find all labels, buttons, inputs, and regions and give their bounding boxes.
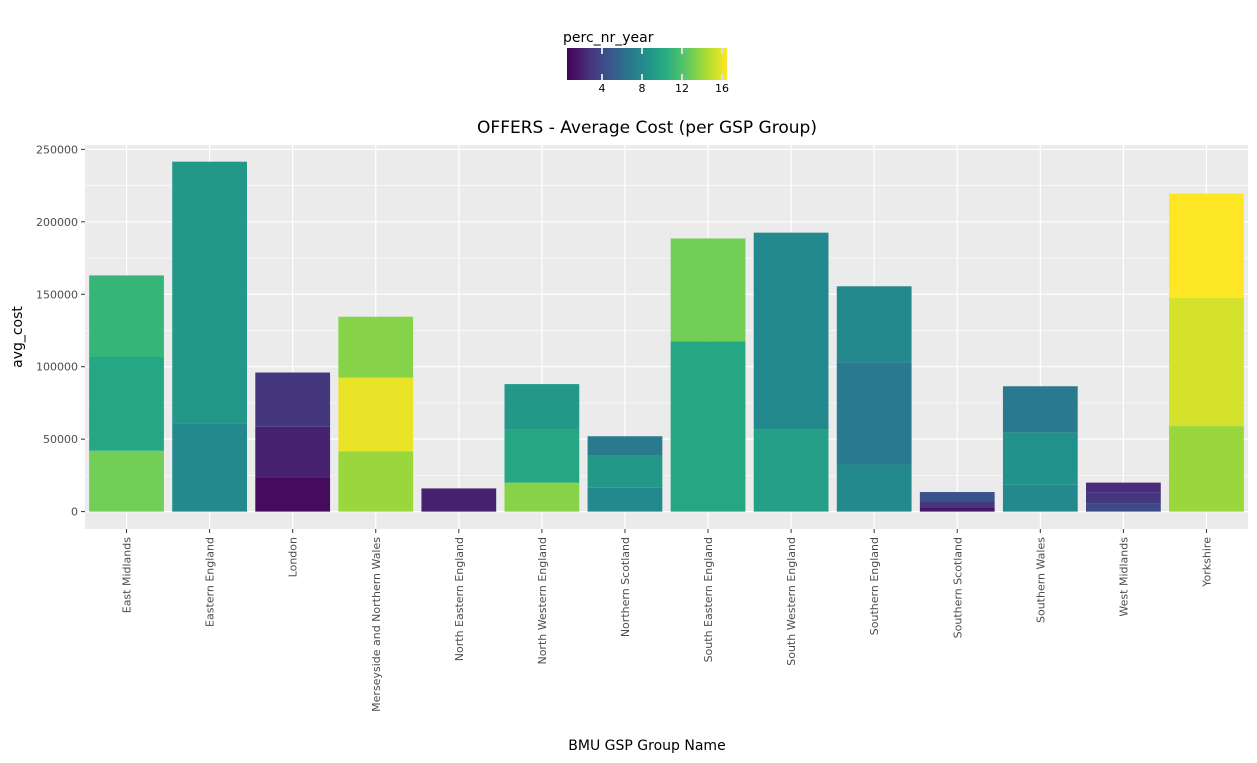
x-tick-label: Southern Scotland (951, 537, 964, 638)
bar-segment (1169, 297, 1244, 427)
x-tick-label: Eastern England (204, 537, 217, 627)
bar-segment (89, 356, 164, 451)
legend-title: perc_nr_year (563, 30, 654, 46)
bar-segment (1086, 503, 1161, 512)
bar-segment (89, 450, 164, 512)
x-tick-label: Southern Wales (1034, 537, 1047, 623)
bar-segment (1002, 386, 1078, 433)
bar-segment (1086, 492, 1161, 504)
bar-segment (255, 426, 331, 478)
colorbar-tick-label: 4 (599, 82, 606, 95)
bar-segment (89, 275, 164, 357)
y-tick-label: 50000 (43, 433, 78, 446)
colorbar-tick-label: 12 (675, 82, 689, 95)
bar-segment (255, 372, 331, 427)
x-tick-label: Merseyside and Northern Wales (370, 537, 383, 712)
y-tick-label: 0 (71, 506, 78, 519)
y-tick-label: 100000 (36, 361, 78, 374)
bar-segment (670, 341, 746, 512)
bar-segment (338, 451, 414, 512)
bar-segment (836, 362, 912, 465)
x-tick-label: West Midlands (1117, 537, 1130, 617)
x-tick-label: London (287, 537, 300, 577)
bar-segment (1002, 484, 1078, 512)
y-tick-label: 150000 (36, 288, 78, 301)
x-tick-label: South Eastern England (702, 537, 715, 662)
bar-segment (836, 286, 912, 363)
bar-segment (1002, 432, 1078, 485)
bar-segment (504, 384, 580, 430)
y-tick-label: 250000 (36, 143, 78, 156)
x-tick-label: Northern Scotland (619, 537, 632, 637)
bar-segment (338, 316, 414, 378)
bar-segment (172, 161, 247, 424)
x-tick-label: North Eastern England (453, 537, 466, 661)
colorbar-tick-label: 16 (715, 82, 729, 95)
bar-segment (753, 429, 829, 512)
x-tick-label: North Western England (536, 537, 549, 665)
bar-segment (255, 477, 331, 512)
bar-segment (587, 436, 663, 456)
chart-title: OFFERS - Average Cost (per GSP Group) (477, 118, 817, 138)
bar-segment (504, 482, 580, 512)
bars (89, 161, 1244, 512)
bar-segment (172, 423, 247, 512)
bar-segment (919, 492, 995, 502)
bar-segment (670, 238, 746, 342)
bar-segment (421, 488, 497, 512)
colorbar (567, 48, 727, 80)
bar-segment (338, 377, 414, 452)
x-tick-label: East Midlands (121, 537, 134, 614)
bar-segment (919, 507, 995, 512)
x-tick-label: Southern England (868, 537, 881, 635)
x-tick-label: Yorkshire (1200, 537, 1213, 588)
legend: perc_nr_year 4 8 12 16 (563, 30, 729, 95)
y-axis: 0 50000 100000 150000 200000 250000 (36, 143, 85, 519)
x-axis-title: BMU GSP Group Name (568, 738, 725, 754)
y-axis-title: avg_cost (10, 306, 26, 368)
bar-segment (836, 464, 912, 512)
bar-segment (587, 455, 663, 488)
bar-segment (1169, 193, 1244, 298)
colorbar-tick-label: 8 (639, 82, 646, 95)
colorbar-ticks: 4 8 12 16 (599, 48, 729, 95)
bar-segment (504, 429, 580, 483)
bar-segment (1086, 482, 1161, 493)
bar-segment (587, 487, 663, 512)
bar-segment (919, 501, 995, 508)
x-tick-label: South Western England (785, 537, 798, 666)
bar-segment (1169, 426, 1244, 512)
bar-segment (753, 232, 829, 430)
x-axis: East Midlands Eastern England London Mersey… (121, 529, 1213, 712)
y-tick-label: 200000 (36, 216, 78, 229)
